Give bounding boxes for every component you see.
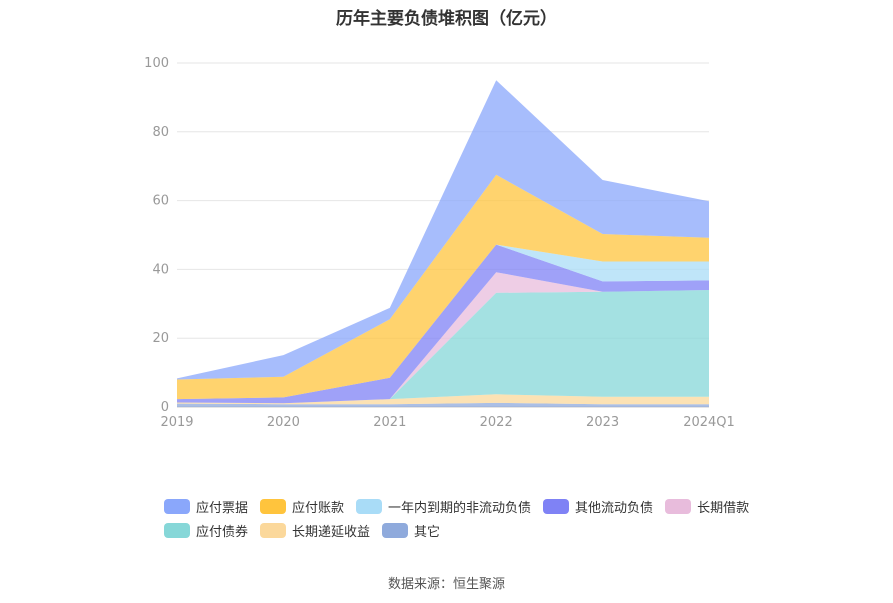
legend-swatch	[164, 522, 190, 538]
legend-label: 一年内到期的非流动负债	[388, 500, 532, 516]
x-tick-label: 2022	[480, 415, 513, 430]
legend-label: 长期递延收益	[292, 524, 371, 540]
legend-swatch	[356, 498, 383, 514]
legend-item[interactable]: 应付账款	[260, 497, 344, 516]
legend-label: 其他流动负债	[575, 500, 654, 516]
legend-label: 应付票据	[196, 500, 249, 516]
y-tick-label: 80	[152, 125, 169, 140]
legend-item[interactable]: 应付票据	[164, 497, 248, 516]
x-axis-ticks: 2019 2020 2021 2022 2023 2024Q1	[160, 415, 734, 430]
x-tick-label: 2023	[586, 415, 619, 430]
legend-row: 应付票据 应付账款 一年内到期的非流动负债 其他流动负债 长期借款	[164, 494, 784, 518]
area-应付票据	[177, 80, 709, 380]
area-长期借款	[177, 272, 709, 404]
area-长期递延收益	[177, 394, 709, 405]
legend-label: 长期借款	[697, 500, 750, 516]
area-应付债券	[177, 290, 709, 404]
area-其它	[177, 402, 709, 407]
legend-swatch	[164, 498, 190, 514]
area-其他流动负债	[177, 244, 709, 404]
data-source: 数据来源：恒生聚源	[387, 577, 505, 592]
legend-swatch	[543, 498, 570, 514]
legend-row: 应付债券 长期递延收益 其它	[164, 518, 784, 542]
legend: 应付票据 应付账款 一年内到期的非流动负债 其他流动负债 长期借款 应付债券 长期递延收益…	[164, 494, 784, 542]
legend-item[interactable]: 长期借款	[665, 497, 749, 516]
x-tick-label: 2019	[160, 415, 193, 430]
y-tick-label: 0	[161, 400, 169, 415]
legend-item[interactable]: 一年内到期的非流动负债	[356, 497, 531, 516]
legend-label: 应付债券	[196, 524, 249, 540]
legend-swatch	[260, 522, 287, 538]
x-tick-label: 2024Q1	[683, 415, 735, 430]
legend-swatch	[260, 498, 287, 514]
y-tick-label: 100	[144, 56, 169, 71]
y-tick-label: 40	[152, 262, 169, 277]
y-axis-ticks: 0 20 40 60 80 100	[144, 56, 169, 415]
legend-label: 应付账款	[292, 500, 345, 516]
y-tick-label: 60	[152, 194, 169, 209]
legend-swatch	[665, 498, 692, 514]
legend-swatch	[382, 522, 409, 538]
legend-item[interactable]: 其它	[382, 521, 440, 540]
y-tick-label: 20	[152, 331, 169, 346]
x-tick-label: 2020	[267, 415, 300, 430]
legend-label: 其它	[414, 524, 441, 540]
legend-item[interactable]: 长期递延收益	[260, 521, 370, 540]
legend-item[interactable]: 应付债券	[164, 521, 248, 540]
legend-item[interactable]: 其他流动负债	[543, 497, 653, 516]
area-应付账款	[177, 174, 709, 400]
area-series	[177, 80, 709, 407]
x-tick-label: 2021	[373, 415, 406, 430]
chart-title: 历年主要负债堆积图（亿元）	[336, 9, 557, 29]
